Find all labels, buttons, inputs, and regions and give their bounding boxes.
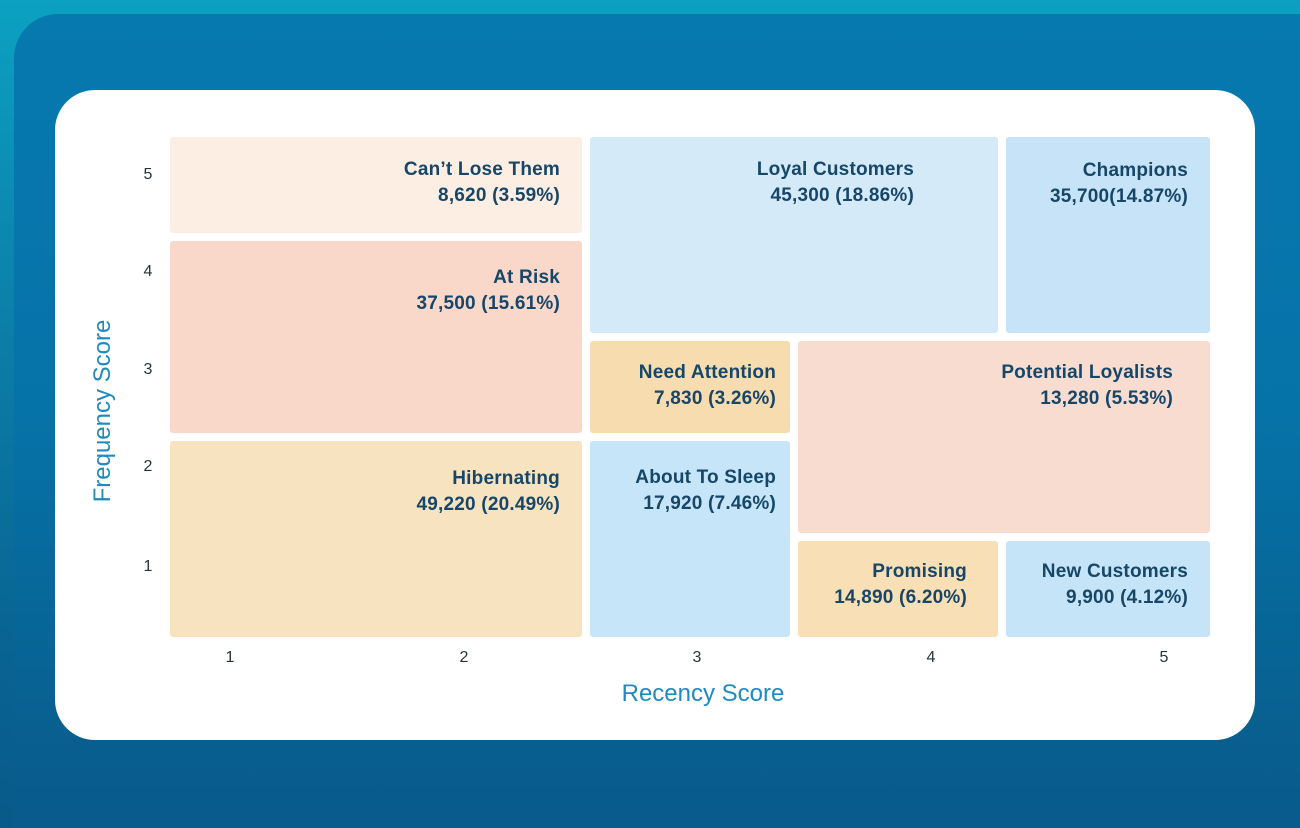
y-axis-title: Frequency Score [89,319,116,503]
y-tick-label: 5 [143,166,153,183]
segment-label: Hibernating [452,468,560,489]
segment-label: Loyal Customers [756,159,914,180]
segment-value: 45,300 (18.86%) [770,185,914,206]
y-tick-label: 3 [143,361,153,378]
segment-label: Promising [872,561,967,582]
segment-value: 37,500 (15.61%) [416,293,560,314]
segment-label: Can’t Lose Them [403,159,560,180]
segment-value: 14,890 (6.20%) [834,587,967,608]
segment-label: New Customers [1041,561,1188,582]
x-axis-title: Recency Score [621,680,785,707]
segment-tile-at_risk[interactable]: At Risk 37,500 (15.61%) [170,241,582,433]
x-tick-label: 1 [225,649,235,666]
segment-value: 49,220 (20.49%) [416,494,560,515]
segment-label: At Risk [493,267,560,288]
segment-label: Potential Loyalists [1001,362,1173,383]
x-tick-label: 2 [459,649,469,666]
rfm-chart-card: Can’t Lose Them 8,620 (3.59%) Loyal Custom… [55,90,1255,740]
segment-tile-champions[interactable]: Champions 35,700(14.87%) [1006,137,1210,333]
segment-tile-need_attention[interactable]: Need Attention 7,830 (3.26%) [590,341,790,433]
segment-tile-promising[interactable]: Promising 14,890 (6.20%) [798,541,998,637]
x-tick-label: 5 [1159,649,1169,666]
segment-value: 17,920 (7.46%) [643,493,776,514]
segment-value: 35,700(14.87%) [1049,186,1188,207]
segment-tile-about_to_sleep[interactable]: About To Sleep 17,920 (7.46%) [590,441,790,637]
x-tick-label: 3 [692,649,702,666]
y-tick-label: 1 [143,558,153,575]
segment-tile-loyal_customers[interactable]: Loyal Customers 45,300 (18.86%) [590,137,998,333]
segment-tile-hibernating[interactable]: Hibernating 49,220 (20.49%) [170,441,582,637]
segment-label: Champions [1082,160,1188,181]
segment-tile-potential_loyalists[interactable]: Potential Loyalists 13,280 (5.53%) [798,341,1210,533]
segment-value: 8,620 (3.59%) [438,185,560,206]
x-tick-label: 4 [926,649,936,666]
segment-label: About To Sleep [635,467,776,488]
y-tick-label: 2 [143,458,153,475]
segment-tile-cant_lose_them[interactable]: Can’t Lose Them 8,620 (3.59%) [170,137,582,233]
segment-value: 9,900 (4.12%) [1066,587,1188,608]
y-tick-label: 4 [143,263,153,280]
segment-tile-new_customers[interactable]: New Customers 9,900 (4.12%) [1006,541,1210,637]
segment-value: 7,830 (3.26%) [654,388,776,409]
segment-value: 13,280 (5.53%) [1040,388,1173,409]
segment-label: Need Attention [638,362,776,383]
